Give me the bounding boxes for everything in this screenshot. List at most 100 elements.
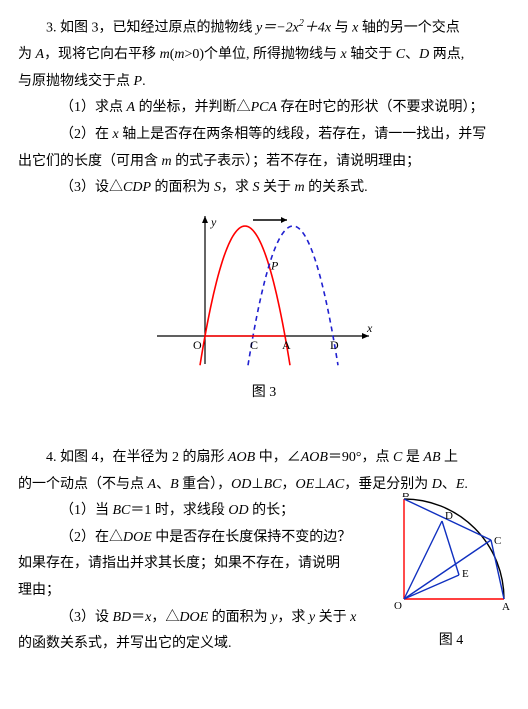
t: 的一个动点（不与点: [18, 477, 148, 492]
t: 的关系式.: [305, 180, 368, 195]
p3-q2a: （2）在 x 轴上是否存在两条相等的线段，若存在，请一一找出，并写: [18, 122, 510, 149]
t: m: [162, 154, 172, 169]
t: （2）在: [60, 127, 113, 142]
t: 两点,: [429, 47, 464, 62]
t: DOE: [123, 530, 152, 545]
t: 中，∠: [255, 450, 301, 465]
t: 的长；: [249, 503, 295, 518]
t: C: [393, 450, 402, 465]
svg-text:E: E: [462, 568, 469, 580]
svg-text:A: A: [282, 338, 291, 352]
t: x: [350, 610, 356, 625]
t: 为: [18, 47, 36, 62]
t: （2）在△: [60, 530, 123, 545]
t: 与: [331, 21, 352, 36]
t: 轴的另一个交点: [358, 21, 460, 36]
t: ＝1 时，求线段: [130, 503, 228, 518]
t: DOE: [179, 610, 208, 625]
t: 、: [442, 477, 456, 492]
t: 轴交于: [347, 47, 396, 62]
t: ，: [281, 477, 295, 492]
t: 中是否存在长度保持不变的边？: [152, 530, 352, 545]
t: 关于: [315, 610, 350, 625]
t: ⊥: [251, 477, 263, 492]
t: m: [160, 47, 170, 62]
t: 是: [402, 450, 423, 465]
t: OD: [228, 503, 248, 518]
svg-text:O: O: [394, 600, 402, 611]
t: BC: [113, 503, 131, 518]
figure-4-caption: 图 4: [386, 628, 516, 655]
t: 出它们的长度（可用含: [18, 154, 162, 169]
t: D: [419, 47, 429, 62]
t: S: [253, 180, 260, 195]
p3-line1: 3. 如图 3，已知经过原点的抛物线 y＝−2x2＋4x 与 x 轴的另一个交点: [18, 14, 510, 42]
spacer: [18, 411, 510, 445]
t: >0)个单位, 所得抛物线与: [184, 47, 340, 62]
t: m: [174, 47, 184, 62]
figure-3-svg: POCADyx: [149, 208, 379, 368]
figure-3-caption: 图 3: [18, 380, 510, 407]
p3-line3: 与原抛物线交于点 P.: [18, 69, 510, 96]
t: ，现将它向右平移: [44, 47, 160, 62]
t: OE: [295, 477, 314, 492]
t: PCA: [251, 100, 277, 115]
t: 4. 如图 4，在半径为 2 的扇形: [46, 450, 228, 465]
t: ，求: [221, 180, 253, 195]
t: AC: [326, 477, 344, 492]
t: 存在时它的形状（不要求说明）；: [277, 100, 484, 115]
t: y＝−2x: [256, 21, 299, 36]
t: 的坐标，并判断△: [135, 100, 251, 115]
p3-line2: 为 A，现将它向右平移 m(m>0)个单位, 所得抛物线与 x 轴交于 C、D …: [18, 42, 510, 69]
svg-text:D: D: [330, 338, 339, 352]
problem-4: OABCDE 图 4 4. 如图 4，在半径为 2 的扇形 AOB 中，∠AOB…: [18, 445, 510, 658]
t: ，垂足分别为: [344, 477, 432, 492]
p3-q2b: 出它们的长度（可用含 m 的式子表示）；若不存在，请说明理由；: [18, 149, 510, 176]
t: .: [142, 74, 146, 89]
t: 与原抛物线交于点: [18, 74, 134, 89]
svg-text:P: P: [270, 258, 279, 272]
t: 轴上是否存在两条相等的线段，若存在，请一一找出，并写: [119, 127, 487, 142]
t: ＋4x: [304, 21, 331, 36]
svg-text:C: C: [494, 535, 501, 547]
t: ＝90°，点: [328, 450, 393, 465]
p3-q3: （3）设△CDP 的面积为 S，求 S 关于 m 的关系式.: [18, 175, 510, 202]
t: A: [148, 477, 157, 492]
t: 的面积为: [151, 180, 214, 195]
t: S: [214, 180, 221, 195]
t: 3. 如图 3，已知经过原点的抛物线: [46, 21, 256, 36]
t: A: [127, 100, 136, 115]
t: CDP: [123, 180, 151, 195]
t: BC: [264, 477, 282, 492]
svg-text:O: O: [193, 338, 202, 352]
t: m: [295, 180, 305, 195]
svg-text:y: y: [210, 215, 217, 229]
svg-text:A: A: [502, 601, 510, 611]
t: C: [396, 47, 405, 62]
t: D: [432, 477, 442, 492]
t: 关于: [260, 180, 295, 195]
t: 如果存在，请指出并求其长度；如果不存在，请说明: [18, 556, 340, 571]
t: ，△: [151, 610, 179, 625]
figure-4: OABCDE 图 4: [386, 493, 516, 654]
t: AB: [423, 450, 440, 465]
problem-3: 3. 如图 3，已知经过原点的抛物线 y＝−2x2＋4x 与 x 轴的另一个交点…: [18, 14, 510, 407]
t: ，求: [277, 610, 309, 625]
t: ⊥: [314, 477, 326, 492]
figure-3: POCADyx 图 3: [18, 208, 510, 407]
figure-4-svg: OABCDE: [392, 493, 510, 611]
svg-text:D: D: [445, 510, 453, 522]
t: AOB: [228, 450, 255, 465]
t: （1）当: [60, 503, 113, 518]
t: 重合），: [179, 477, 232, 492]
t: 的式子表示）；若不存在，请说明理由；: [172, 154, 421, 169]
t: 、: [156, 477, 170, 492]
t: 上: [441, 450, 459, 465]
p3-q1: （1）求点 A 的坐标，并判断△PCA 存在时它的形状（不要求说明）；: [18, 95, 510, 122]
svg-text:x: x: [366, 321, 373, 335]
t: （3）设△: [60, 180, 123, 195]
t: P: [134, 74, 143, 89]
t: （1）求点: [60, 100, 127, 115]
t: 的函数关系式，并写出它的定义域.: [18, 636, 232, 651]
t: OD: [231, 477, 251, 492]
